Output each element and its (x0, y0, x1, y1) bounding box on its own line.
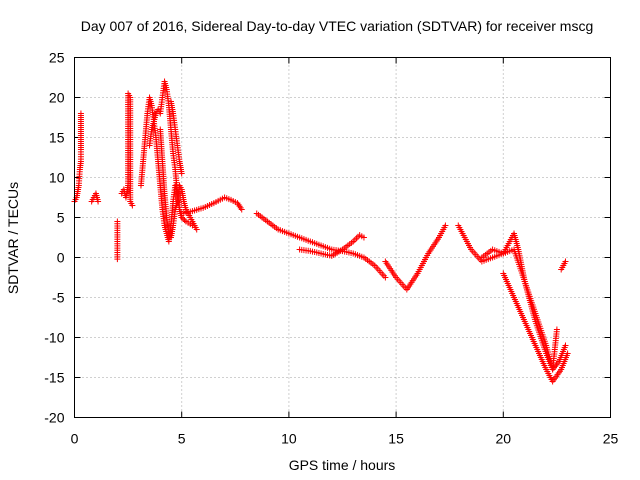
series-arc-k (296, 232, 367, 259)
data-point (442, 222, 449, 229)
y-tick-label: 5 (57, 210, 65, 226)
y-tick-label: -15 (44, 370, 64, 386)
data-point (553, 326, 560, 333)
x-tick-label: 5 (178, 431, 186, 447)
x-tick-label: 15 (388, 431, 404, 447)
x-tick-label: 20 (496, 431, 512, 447)
data-marks (71, 78, 571, 385)
y-tick-label: -10 (44, 330, 64, 346)
series-arc-b (88, 190, 102, 205)
data-point (193, 226, 200, 233)
data-point (95, 198, 102, 205)
series-arc-i (178, 194, 245, 217)
y-tick-label: -5 (52, 290, 65, 306)
series-arc-c (114, 218, 121, 263)
data-point (129, 202, 136, 209)
data-point (181, 217, 188, 224)
series-arc-o (500, 270, 571, 385)
series-arc-j (253, 210, 389, 281)
y-axis-label: SDTVAR / TECUs (5, 182, 21, 294)
data-point (114, 218, 121, 225)
data-point (360, 234, 367, 241)
data-point (180, 215, 187, 222)
data-point (564, 350, 571, 357)
y-tick-label: 15 (49, 130, 65, 146)
y-tick-label: 10 (49, 170, 65, 186)
x-tick-label: 0 (71, 431, 79, 447)
series-arc-a (71, 110, 84, 205)
grid-layer (74, 57, 611, 418)
chart-title: Day 007 of 2016, Sidereal Day-to-day VTE… (81, 18, 594, 34)
series-arc-n (478, 230, 569, 373)
data-point (382, 274, 389, 281)
plot-frame (74, 57, 611, 418)
y-axis-ticks: -20 -15 -10 -5 0 5 10 15 20 25 (44, 50, 611, 426)
series-arc-p (558, 258, 569, 273)
x-tick-label: 25 (603, 431, 619, 447)
x-axis-label: GPS time / hours (289, 457, 396, 473)
data-point (77, 110, 84, 117)
series-arc-g (157, 126, 200, 241)
series-arc-h (167, 98, 185, 177)
x-tick-label: 10 (281, 431, 297, 447)
y-tick-label: 20 (49, 90, 65, 106)
data-point (178, 170, 185, 177)
series-arc-d (118, 90, 136, 209)
series-arc-l (382, 222, 449, 293)
data-point (562, 342, 569, 349)
y-tick-label: 0 (57, 250, 65, 266)
y-tick-label: 25 (49, 50, 65, 66)
y-tick-label: -20 (44, 410, 64, 426)
data-point (238, 206, 245, 213)
data-point (562, 258, 569, 265)
